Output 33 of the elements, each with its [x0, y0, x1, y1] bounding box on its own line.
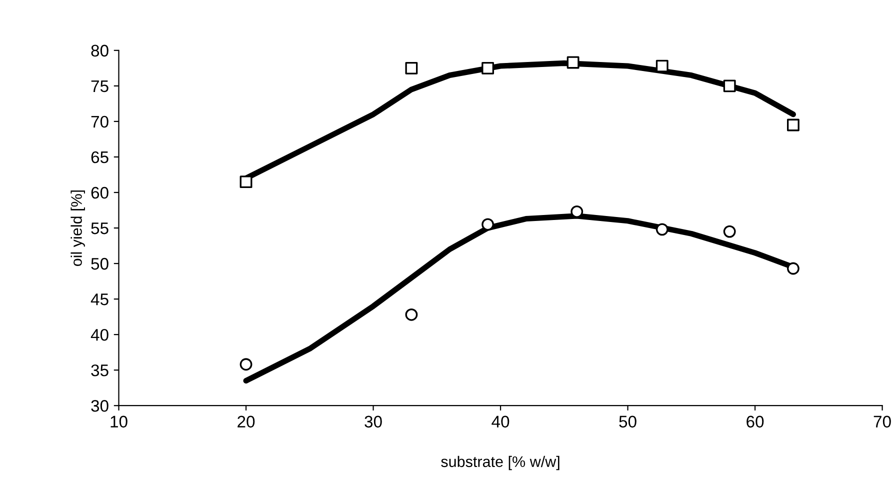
y-axis-title: oil yield [%]	[70, 190, 85, 266]
x-tick-label: 70	[874, 416, 891, 428]
point	[656, 60, 668, 72]
point	[482, 218, 494, 231]
y-tick-label: 70	[91, 116, 108, 128]
y-tick-label: 30	[91, 400, 108, 412]
y-tick-label: 40	[90, 328, 108, 341]
y-tick-label: 55	[91, 222, 108, 234]
x-tick-label: 60	[746, 416, 764, 428]
point	[405, 62, 418, 74]
point	[405, 308, 418, 321]
x-tick-label: 30	[364, 416, 382, 428]
y-tick-label: 50	[91, 258, 108, 270]
y-tick-label: 45	[90, 294, 108, 306]
point	[786, 118, 800, 132]
y-tick-label: 75	[91, 80, 108, 92]
point	[723, 225, 736, 238]
y-tick-label: 65	[91, 151, 108, 164]
point	[656, 223, 668, 236]
point	[240, 358, 252, 371]
x-tick-label: 40	[492, 416, 510, 428]
x-tick-label: 50	[619, 416, 636, 428]
point	[786, 262, 800, 275]
point	[240, 176, 252, 188]
point	[723, 80, 736, 92]
y-tick-label: 80	[91, 44, 108, 57]
x-tick-label: 10	[110, 416, 128, 428]
point	[482, 62, 494, 74]
x-tick-label: 20	[238, 416, 255, 428]
x-axis-title: substrate [% w/w]	[441, 456, 560, 470]
point	[566, 56, 580, 69]
y-tick-label: 60	[91, 186, 108, 199]
y-tick-label: 35	[91, 364, 108, 376]
